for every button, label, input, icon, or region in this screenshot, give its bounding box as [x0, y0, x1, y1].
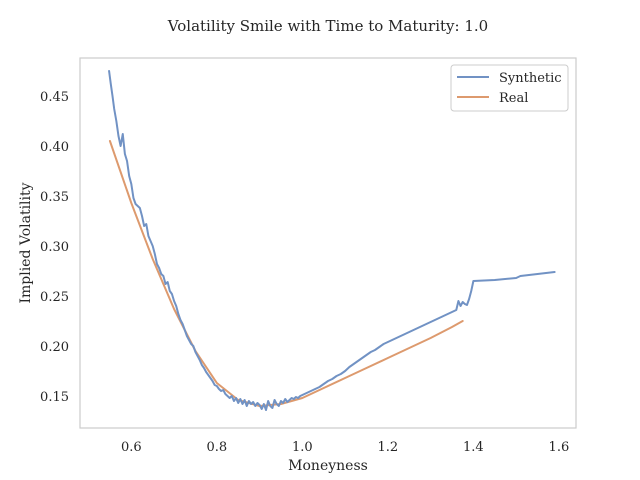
x-tick-label: 1.4 — [463, 440, 484, 455]
y-axis-label: Implied Volatility — [18, 182, 34, 303]
y-tick-label: 0.25 — [40, 290, 69, 305]
series-layer — [108, 70, 556, 411]
y-tick-label: 0.40 — [40, 140, 69, 155]
x-tick-label: 1.6 — [549, 440, 570, 455]
y-tick-label: 0.15 — [40, 390, 69, 405]
series-line-synthetic — [108, 70, 556, 411]
x-axis-ticks: 0.6 0.8 1.0 1.2 1.4 1.6 — [121, 440, 569, 455]
legend-label-real: Real — [499, 91, 528, 106]
y-axis-ticks: 0.15 0.20 0.25 0.30 0.35 0.40 0.45 — [40, 90, 69, 405]
plot-area — [79, 57, 577, 429]
legend: Synthetic Real — [450, 64, 569, 112]
x-tick-label: 1.2 — [378, 440, 399, 455]
y-tick-label: 0.20 — [40, 340, 69, 355]
x-tick-label: 0.6 — [121, 440, 142, 455]
x-axis-label: Moneyness — [288, 458, 368, 474]
x-tick-label: 1.0 — [292, 440, 313, 455]
legend-label-synthetic: Synthetic — [499, 71, 562, 86]
x-tick-label: 0.8 — [206, 440, 227, 455]
y-tick-label: 0.35 — [40, 190, 69, 205]
chart-title: Volatility Smile with Time to Maturity: … — [167, 17, 488, 35]
series-line-real — [108, 140, 464, 407]
y-tick-label: 0.45 — [40, 90, 69, 105]
y-tick-label: 0.30 — [40, 240, 69, 255]
